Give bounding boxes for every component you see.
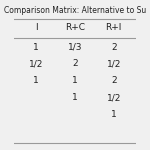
Text: 1: 1 [33,43,39,52]
Text: 1/2: 1/2 [107,59,121,68]
Text: 1/2: 1/2 [29,59,43,68]
Text: I: I [35,23,38,32]
Text: 2: 2 [72,59,78,68]
Text: 1: 1 [33,76,39,85]
Text: 1: 1 [111,110,117,119]
Text: 2: 2 [111,43,117,52]
Text: R+I: R+I [106,23,122,32]
Text: 1: 1 [72,93,78,102]
Text: 2: 2 [111,76,117,85]
Text: R+C: R+C [65,23,85,32]
Text: 1: 1 [72,76,78,85]
Text: Comparison Matrix: Alternative to Su: Comparison Matrix: Alternative to Su [4,6,146,15]
Text: 1/3: 1/3 [68,43,82,52]
Text: 1/2: 1/2 [107,93,121,102]
